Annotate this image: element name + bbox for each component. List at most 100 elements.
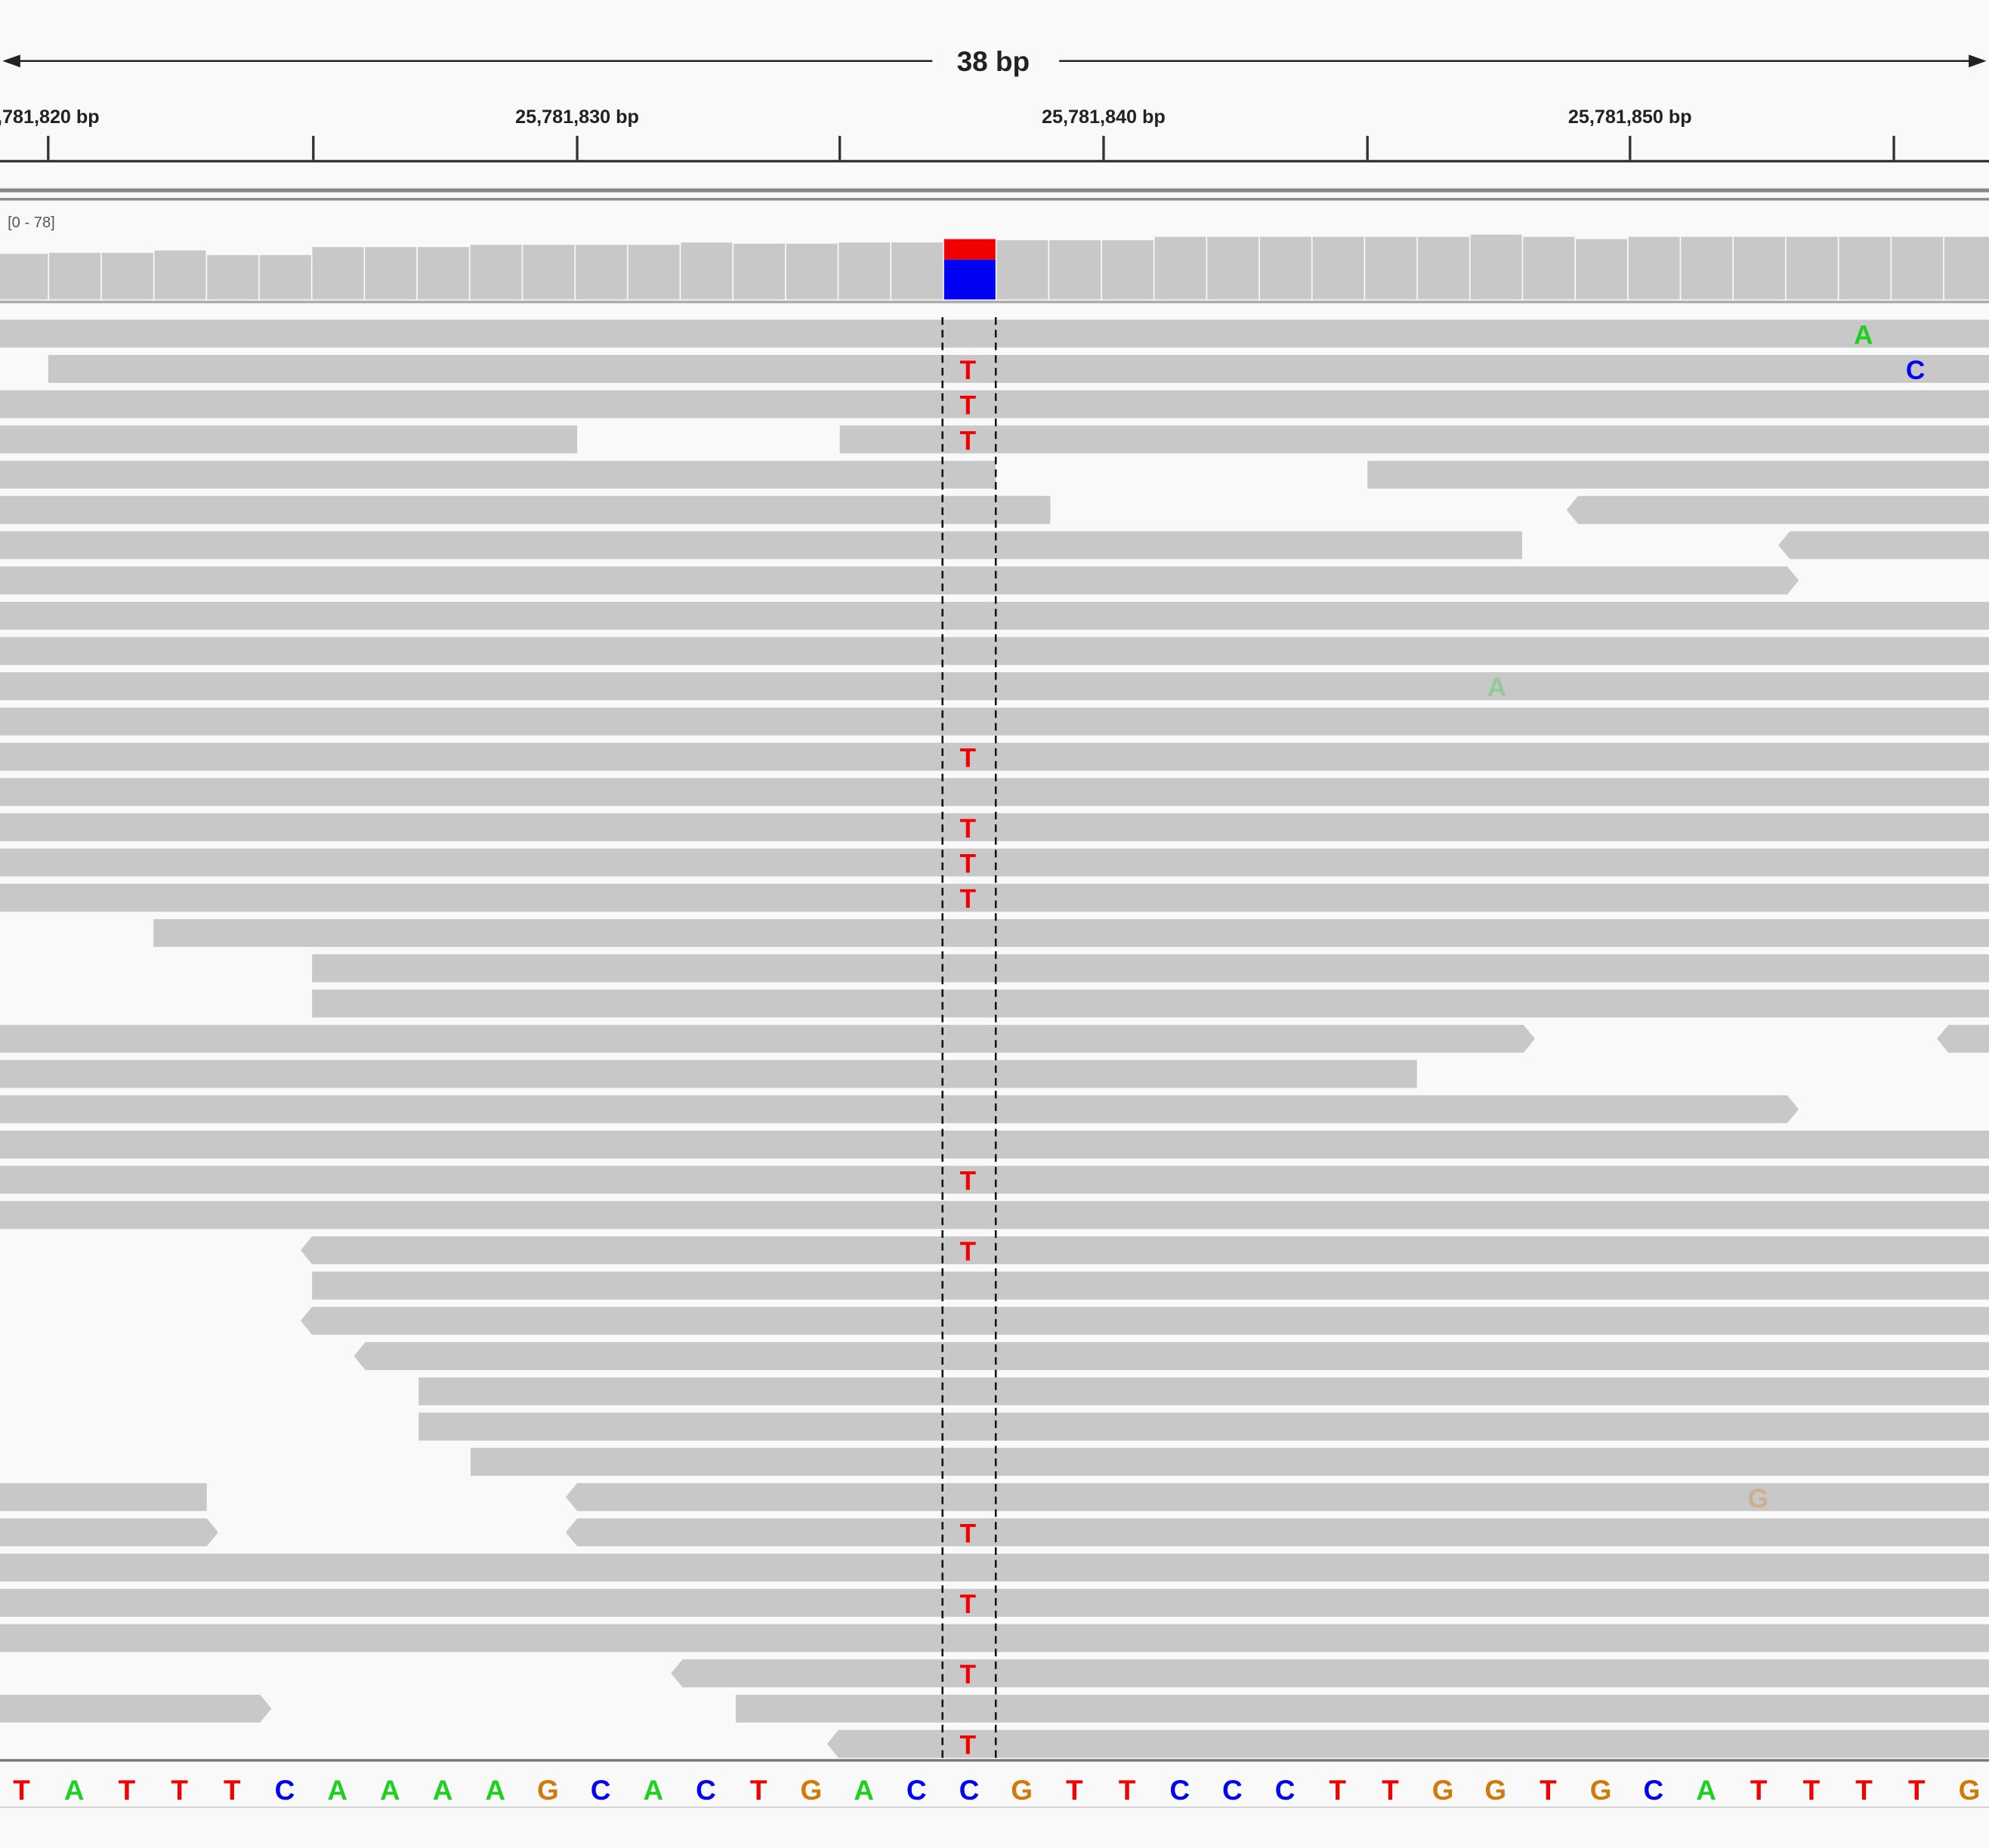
read [312,1271,1989,1300]
reference-base: A [64,1775,85,1806]
read [48,355,1989,383]
read [470,1448,1989,1476]
reference-base: T [171,1775,188,1806]
reference-base: C [1169,1775,1190,1806]
span-arrow [2,54,20,68]
read [0,672,1989,701]
read [0,1482,207,1511]
read [0,425,578,454]
read [0,884,1989,912]
reference-base: C [696,1775,716,1806]
mismatch-base: T [959,1237,976,1266]
ruler-label: 25,781,830 bp [515,106,639,128]
read [0,1553,1989,1582]
read [0,531,1523,560]
coverage-bar [1786,236,1838,300]
read [565,1518,1989,1547]
tracks: ,781,820 bp 25,781,830 bp 25,781,840 bp 25,… [0,106,1989,1806]
coverage-bar [996,240,1049,300]
reference-base: A [380,1775,400,1806]
read [0,1201,1989,1229]
read [0,1131,1989,1158]
read [1566,495,1989,524]
ruler-label: ,781,820 bp [0,106,100,128]
read [0,848,1989,877]
read [0,707,1989,736]
mismatch-base: T [959,426,976,455]
reference-base: T [1382,1775,1399,1806]
coverage-bar [259,255,311,300]
coverage-bar [1312,236,1364,300]
coverage-bar [1470,234,1522,300]
read [0,495,1051,524]
read [0,461,996,489]
read [671,1659,1989,1688]
span-label: 38 bp [957,46,1030,77]
coverage-bar [207,255,259,300]
read [0,1165,1989,1194]
reference-base: T [750,1775,767,1806]
read [0,1588,1989,1617]
coverage-bar [470,245,522,300]
mismatch-base: C [1906,356,1925,385]
mismatch-base: T [959,356,976,385]
mismatch-base: T [959,1590,976,1619]
coverage-bar [786,243,838,300]
read [153,918,1989,947]
coverage-bar [417,247,469,300]
read [300,1236,1989,1265]
reference-base: C [1644,1775,1664,1806]
coverage-bar [1575,239,1628,300]
coverage-bar [891,242,944,300]
coverage-bar [1049,240,1101,300]
read [0,1060,1417,1088]
read [0,637,1989,665]
reference-base: G [1432,1775,1454,1806]
read [300,1307,1989,1335]
coverage-bar [365,247,417,300]
coverage-bar [154,250,206,300]
reference-base: G [800,1775,822,1806]
reference-base: G [537,1775,559,1806]
reference-base: G [1484,1775,1506,1806]
coverage-bar [1944,236,1989,300]
coverage-bar [1839,236,1891,300]
coverage-allele [944,239,996,260]
read [826,1729,1989,1758]
read [735,1694,1989,1723]
read [0,1694,272,1723]
reference-base: T [1750,1775,1768,1806]
reference-base: T [1908,1775,1926,1806]
read [418,1377,1989,1405]
mismatch-base: T [959,1519,976,1548]
reference-base: C [591,1775,611,1806]
reference-base: T [1066,1775,1083,1806]
read [0,742,1989,771]
reference-base: T [13,1775,30,1806]
mismatch-base: T [959,814,976,844]
coverage-bar [1365,236,1417,300]
reference-base: A [327,1775,347,1806]
mismatch-base: T [959,849,976,878]
coverage-bar [628,245,680,300]
ruler-label: 25,781,850 bp [1568,106,1692,128]
mismatch-base: T [959,884,976,914]
coverage-bar [575,245,627,300]
reference-base: A [643,1775,663,1806]
read [0,390,1989,418]
reference-base: T [224,1775,241,1806]
mismatch-base: A [1487,673,1506,702]
reference-base: G [1011,1775,1033,1806]
read [1367,461,1989,489]
read [0,566,1799,595]
read [0,1518,218,1547]
coverage-bar [523,245,575,300]
reference-base: T [1540,1775,1557,1806]
read [0,601,1989,630]
coverage-bar [1734,236,1786,300]
reference-base: T [1119,1775,1136,1806]
read [0,1624,1989,1652]
coverage-bar [0,254,48,300]
